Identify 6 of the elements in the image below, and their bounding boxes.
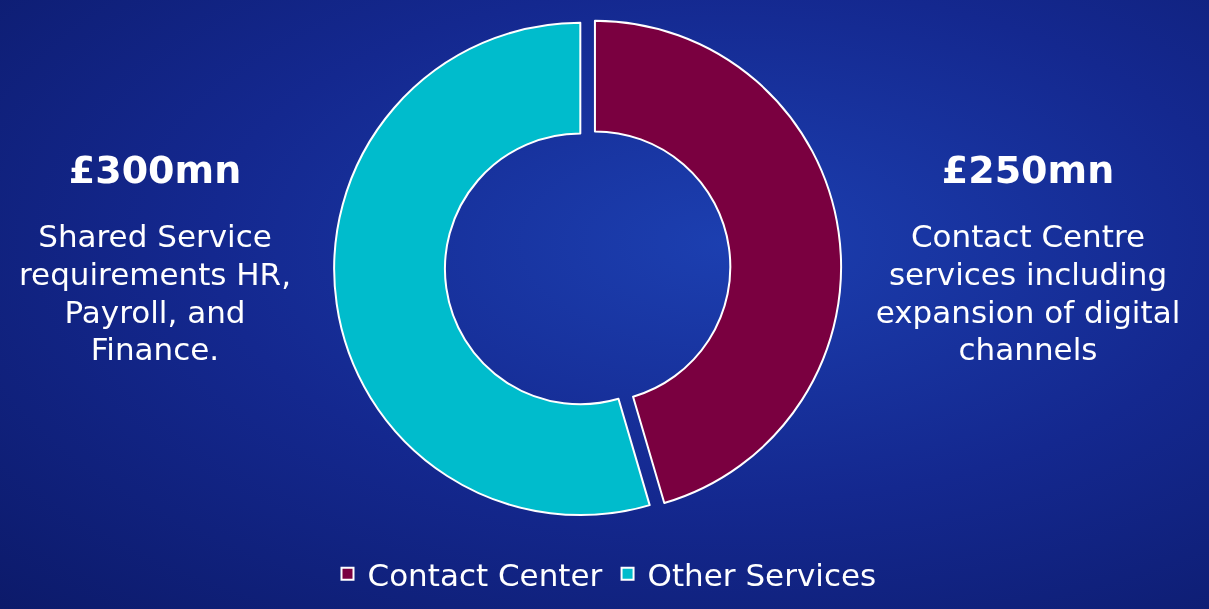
text: Shared Service requirements HR, Payroll, and Finance. [18,218,292,370]
data-label: £300mn [67,148,243,192]
legend-label: Contact Center [367,556,603,593]
text: Contact Centre services including expansion of digital channels [874,218,1182,370]
data-label: £250mn [940,148,1116,192]
legend-label: Other Services [647,556,877,593]
